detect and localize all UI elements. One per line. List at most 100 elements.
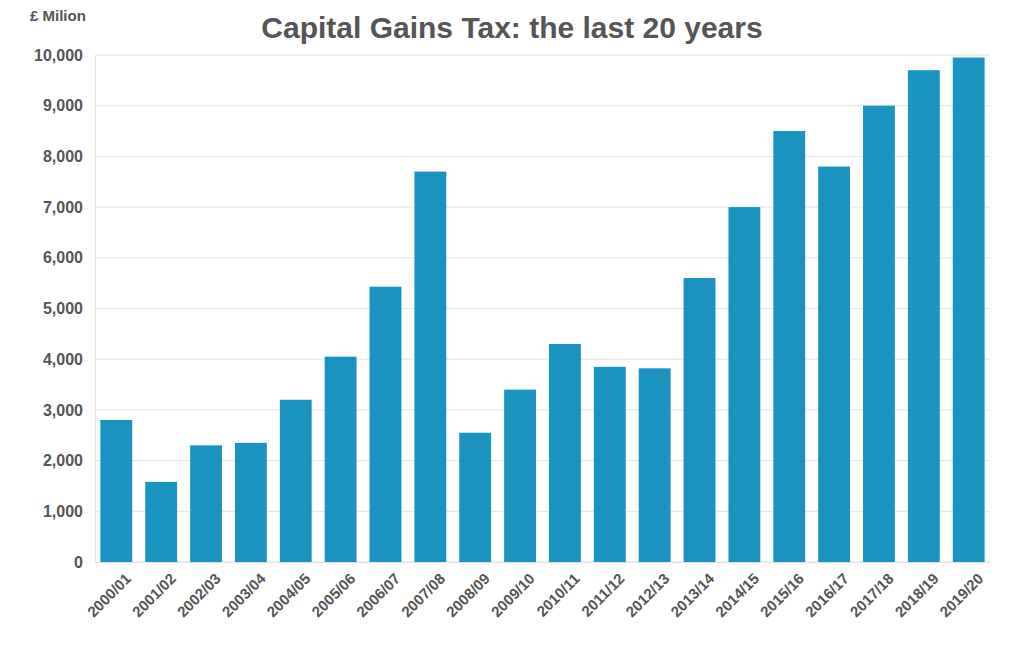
y-tick-label: 1,000 <box>43 503 83 520</box>
bar <box>684 278 716 562</box>
x-tick-label: 2015/16 <box>757 570 807 620</box>
y-tick-label: 4,000 <box>43 351 83 368</box>
x-tick: 2007/08 <box>398 562 448 620</box>
chart: Capital Gains Tax: the last 20 years £ Mi… <box>0 0 1024 657</box>
bar <box>639 368 671 562</box>
x-tick-label: 2003/04 <box>218 569 269 620</box>
bar <box>728 207 760 562</box>
x-tick-label: 2010/11 <box>533 570 583 620</box>
bar <box>504 390 536 562</box>
y-tick: 9,000 <box>43 97 95 114</box>
bar <box>549 344 581 562</box>
y-tick: 3,000 <box>43 402 95 419</box>
bar <box>594 367 626 562</box>
x-tick: 2018/19 <box>891 562 941 620</box>
grid-line <box>95 257 990 258</box>
bar <box>908 70 940 562</box>
grid-line <box>95 207 990 208</box>
x-tick-label: 2006/07 <box>353 570 403 620</box>
bar <box>280 400 312 562</box>
x-axis-line <box>96 562 991 563</box>
x-tick-label: 2014/15 <box>712 570 762 620</box>
title: Capital Gains Tax: the last 20 years <box>261 11 762 44</box>
y-tick-label: 7,000 <box>43 199 83 216</box>
grid-line <box>95 562 990 563</box>
bar <box>370 287 402 562</box>
grid-line <box>95 105 990 106</box>
x-tick: 2010/11 <box>533 562 583 620</box>
x-tick-label: 2017/18 <box>846 570 896 620</box>
y-tick-label: 9,000 <box>43 97 83 114</box>
x-tick: 2014/15 <box>712 562 762 620</box>
x-tick-label: 2004/05 <box>263 570 313 620</box>
bar <box>414 172 446 562</box>
y-tick: 7,000 <box>43 199 95 216</box>
grid-line <box>95 359 990 360</box>
x-tick-label: 2005/06 <box>308 570 358 620</box>
x-tick-label: 2019/20 <box>936 570 986 620</box>
x-tick-label: 2008/09 <box>443 570 493 620</box>
y-axis: 0 1,000 2,000 3,000 4,000 5,000 6,000 7,000 8,00… <box>34 47 95 571</box>
bar <box>863 106 895 562</box>
grid-line <box>95 55 990 56</box>
x-tick: 2017/18 <box>846 562 896 620</box>
grid-line <box>95 511 990 512</box>
x-tick: 2008/09 <box>443 562 493 620</box>
bar <box>145 482 177 562</box>
x-tick: 2001/02 <box>129 562 179 620</box>
x-tick-label: 2011/12 <box>578 570 628 620</box>
x-axis: 2000/012001/022002/032003/042004/052005/… <box>84 562 991 620</box>
x-tick-label: 2002/03 <box>173 570 223 620</box>
grid-line <box>95 156 990 157</box>
grid-line <box>95 409 990 410</box>
y-tick-label: 3,000 <box>43 402 83 419</box>
grid-line <box>95 460 990 461</box>
grid <box>95 55 990 562</box>
y-tick: 6,000 <box>43 249 95 266</box>
y-tick-label: 8,000 <box>43 148 83 165</box>
x-tick: 2000/01 <box>84 562 134 620</box>
bar <box>818 167 850 562</box>
bars <box>100 58 984 562</box>
x-tick: 2012/13 <box>622 562 672 620</box>
bar <box>190 445 222 562</box>
y-tick-label: 6,000 <box>43 249 83 266</box>
x-tick-label: 2012/13 <box>622 570 672 620</box>
bar <box>953 58 985 562</box>
bar <box>325 357 357 562</box>
x-tick: 2006/07 <box>353 562 403 620</box>
x-tick: 2013/14 <box>667 562 718 620</box>
y-tick: 4,000 <box>43 351 95 368</box>
y-tick: 1,000 <box>43 503 95 520</box>
x-tick: 2009/10 <box>488 562 538 620</box>
x-tick: 2004/05 <box>263 562 313 620</box>
y-axis-line <box>95 56 96 563</box>
x-tick-label: 2016/17 <box>802 570 852 620</box>
y-tick-label: 2,000 <box>43 452 83 469</box>
x-tick-label: 2009/10 <box>488 570 538 620</box>
y-tick: 0 <box>74 554 95 571</box>
x-tick-label: 2001/02 <box>129 570 179 620</box>
x-tick-label: 2018/19 <box>891 570 941 620</box>
x-tick: 2003/04 <box>218 562 269 620</box>
x-tick: 2015/16 <box>757 562 807 620</box>
x-tick-label: 2007/08 <box>398 570 448 620</box>
y-tick: 2,000 <box>43 452 95 469</box>
plot: 0 1,000 2,000 3,000 4,000 5,000 6,000 7,000 8,00… <box>34 47 990 621</box>
x-tick: 2002/03 <box>173 562 223 620</box>
y-tick: 8,000 <box>43 148 95 165</box>
y-tick: 10,000 <box>34 47 95 64</box>
x-tick: 2016/17 <box>802 562 852 620</box>
y-tick-label: 10,000 <box>34 47 83 64</box>
y-tick: 5,000 <box>43 300 95 317</box>
x-tick: 2005/06 <box>308 562 358 620</box>
y-axis-label: £ Milion <box>30 7 86 24</box>
bar <box>235 443 267 562</box>
grid-line <box>95 308 990 309</box>
y-tick-label: 0 <box>74 554 83 571</box>
x-tick: 2019/20 <box>936 562 986 620</box>
y-tick-label: 5,000 <box>43 300 83 317</box>
bar <box>459 433 491 562</box>
x-tick: 2011/12 <box>578 562 628 620</box>
bar <box>773 131 805 562</box>
